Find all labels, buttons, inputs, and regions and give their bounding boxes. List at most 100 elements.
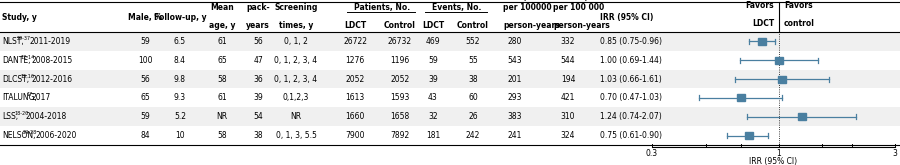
Text: 6.5: 6.5 (174, 37, 186, 46)
Text: Mean: Mean (246, 0, 270, 2)
Text: NELSON,: NELSON, (2, 131, 35, 140)
Text: 61: 61 (217, 37, 227, 46)
Bar (0, 70, 900, 88)
Text: LDCT, deaths: LDCT, deaths (503, 0, 559, 2)
Text: 310: 310 (561, 112, 575, 121)
Text: 54: 54 (253, 112, 263, 121)
Text: age, y: age, y (209, 21, 235, 30)
Text: 58: 58 (217, 131, 227, 140)
Text: 47: 47 (253, 56, 263, 65)
Text: 84: 84 (140, 131, 149, 140)
Text: 2052: 2052 (346, 75, 365, 84)
Text: Control: Control (457, 21, 489, 30)
Text: DLCST,: DLCST, (2, 75, 29, 84)
Text: 7900: 7900 (346, 131, 365, 140)
Text: 100: 100 (138, 56, 152, 65)
Text: 0, 1, 2: 0, 1, 2 (284, 37, 308, 46)
Text: Mean: Mean (210, 3, 234, 12)
Text: 59: 59 (428, 56, 438, 65)
Bar (737, 94, 745, 101)
Text: Follow-up, y: Follow-up, y (154, 13, 206, 22)
Bar (744, 132, 752, 139)
Text: 0.75 (0.61-0.90): 0.75 (0.61-0.90) (600, 131, 662, 140)
Text: 10: 10 (176, 131, 184, 140)
Text: 0, 1, 2, 3, 4: 0, 1, 2, 3, 4 (274, 56, 318, 65)
Text: 552: 552 (466, 37, 481, 46)
Text: 8.4: 8.4 (174, 56, 186, 65)
Text: 241: 241 (508, 131, 522, 140)
Text: LDCT: LDCT (752, 19, 774, 28)
Text: Control, deaths: Control, deaths (553, 0, 620, 2)
Bar (775, 57, 783, 64)
Text: 2004-2018: 2004-2018 (26, 112, 68, 121)
Text: 2052: 2052 (391, 75, 410, 84)
Text: 38: 38 (468, 75, 478, 84)
Text: 18-20: 18-20 (14, 111, 28, 116)
Text: 29-37: 29-37 (17, 36, 32, 41)
Text: 1593: 1593 (391, 93, 410, 102)
Text: Favors: Favors (745, 1, 774, 10)
Text: 32: 32 (428, 112, 437, 121)
Text: 332: 332 (561, 37, 575, 46)
Text: 17: 17 (26, 92, 32, 97)
Bar (0, 107, 900, 126)
Text: 544: 544 (561, 56, 575, 65)
Text: IRR (95% CI): IRR (95% CI) (600, 13, 653, 22)
Text: Patients, No.: Patients, No. (355, 3, 410, 12)
Text: LSS,: LSS, (2, 112, 18, 121)
Text: 1658: 1658 (391, 112, 410, 121)
Text: 56: 56 (140, 75, 150, 84)
Text: IRR (95% CI): IRR (95% CI) (750, 157, 797, 165)
Text: 60: 60 (468, 93, 478, 102)
Text: Events, No.: Events, No. (432, 3, 482, 12)
Text: 7892: 7892 (391, 131, 410, 140)
Text: Control: Control (384, 21, 416, 30)
Text: 280: 280 (508, 37, 522, 46)
Text: 0.3: 0.3 (646, 149, 658, 158)
Text: 1: 1 (777, 149, 781, 158)
Text: 242: 242 (466, 131, 481, 140)
Text: 469: 469 (426, 37, 440, 46)
Text: 15,16: 15,16 (20, 74, 34, 79)
Text: 3: 3 (893, 149, 897, 158)
Text: 38: 38 (253, 131, 263, 140)
Text: 324: 324 (561, 131, 575, 140)
Text: 2011-2019: 2011-2019 (29, 37, 70, 46)
Text: DANTE,: DANTE, (2, 56, 31, 65)
Text: 43: 43 (428, 93, 438, 102)
Bar (0, 126, 900, 145)
Text: person-years: person-years (553, 21, 610, 30)
Text: 55: 55 (468, 56, 478, 65)
Text: 0.85 (0.75-0.96): 0.85 (0.75-0.96) (600, 37, 662, 46)
Text: 1196: 1196 (391, 56, 410, 65)
Text: 383: 383 (508, 112, 522, 121)
Text: 1660: 1660 (346, 112, 365, 121)
Text: 26732: 26732 (388, 37, 412, 46)
Text: 61: 61 (217, 93, 227, 102)
Text: NR: NR (216, 112, 228, 121)
Text: 1.03 (0.66-1.61): 1.03 (0.66-1.61) (600, 75, 662, 84)
Text: 1613: 1613 (346, 93, 365, 102)
Bar (0, 51, 900, 70)
Text: control: control (784, 19, 814, 28)
Text: per 100000: per 100000 (503, 3, 552, 12)
Text: LDCT: LDCT (344, 21, 366, 30)
Text: 9.3: 9.3 (174, 93, 186, 102)
Text: NR: NR (291, 112, 302, 121)
Text: 0, 1, 3, 5.5: 0, 1, 3, 5.5 (275, 131, 317, 140)
Text: 26: 26 (468, 112, 478, 121)
Text: 59: 59 (140, 112, 150, 121)
Text: times, y: times, y (279, 21, 313, 30)
Text: Screening: Screening (274, 3, 318, 12)
Text: years: years (246, 21, 270, 30)
Bar (758, 38, 766, 45)
Text: ITALUNG,: ITALUNG, (2, 93, 37, 102)
Text: 1.00 (0.69-1.44): 1.00 (0.69-1.44) (600, 56, 662, 65)
Text: 543: 543 (508, 56, 522, 65)
Text: 2006-2020: 2006-2020 (35, 131, 76, 140)
Text: Study, y: Study, y (2, 13, 37, 22)
Text: person-years: person-years (503, 21, 560, 30)
Text: 5.2: 5.2 (174, 112, 186, 121)
Text: 0,1,2,3: 0,1,2,3 (283, 93, 310, 102)
Text: 293: 293 (508, 93, 522, 102)
